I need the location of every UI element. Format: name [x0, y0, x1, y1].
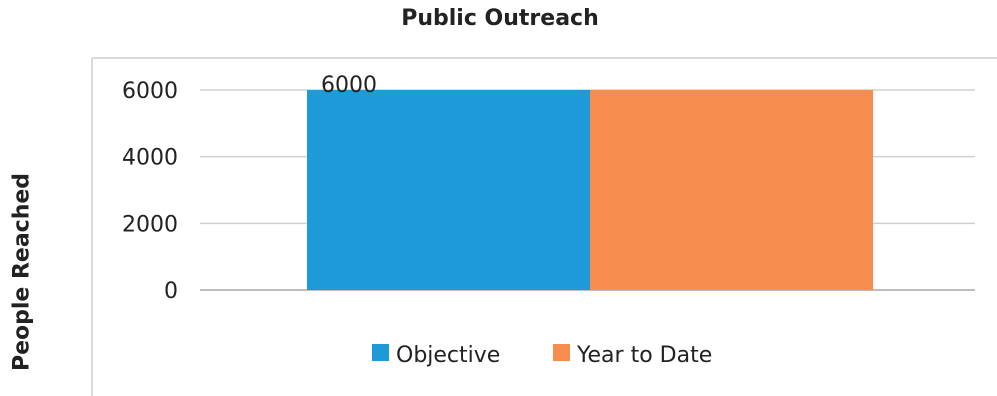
y-tick-label: 2000: [122, 212, 178, 237]
legend: Objective Year to Date: [372, 343, 712, 368]
legend-label: Objective: [396, 343, 500, 368]
bars: [307, 90, 873, 290]
bar-objective: [307, 90, 590, 290]
data-labels: 6000: [321, 73, 377, 98]
legend-swatch: [553, 344, 570, 361]
chart-area-border: [91, 57, 997, 396]
legend-label: Year to Date: [576, 343, 712, 368]
y-tick-labels: 0 2000 4000 6000: [122, 79, 178, 304]
legend-swatch: [372, 344, 389, 361]
data-label: 6000: [321, 73, 377, 98]
y-tick-label: 6000: [122, 79, 178, 104]
y-tick-label: 4000: [122, 146, 178, 171]
y-tick-label: 0: [164, 279, 178, 304]
chart-title: Public Outreach: [401, 6, 599, 31]
bar-year-to-date: [590, 90, 873, 290]
